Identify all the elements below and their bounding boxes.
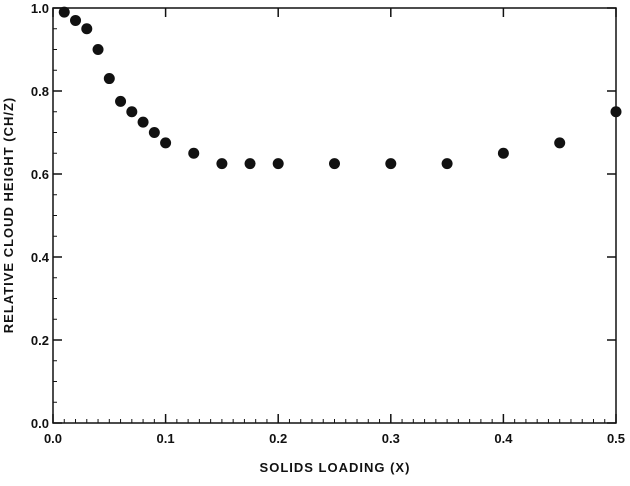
y-tick-label: 0.8 <box>31 84 49 99</box>
y-tick-label: 0.4 <box>31 250 50 265</box>
data-point <box>92 44 104 55</box>
data-point <box>329 158 340 170</box>
x-tick-label: 0.1 <box>157 431 175 446</box>
x-tick-label: 0.4 <box>494 431 513 446</box>
data-point <box>497 147 509 159</box>
x-tick-label: 0.2 <box>269 431 287 446</box>
data-point <box>115 95 127 107</box>
x-tick-label: 0.5 <box>607 431 625 446</box>
y-tick-label: 1.0 <box>31 1 49 16</box>
data-point <box>103 73 115 85</box>
data-point <box>244 158 256 170</box>
y-tick-label: 0.6 <box>31 167 49 182</box>
data-point <box>554 137 566 149</box>
data-point <box>58 6 70 18</box>
data-point <box>272 158 284 170</box>
x-axis: 0.0 0.1 0.2 0.3 0.4 0.5 <box>44 8 625 446</box>
x-tick-label: 0.3 <box>382 431 400 446</box>
data-point <box>188 147 200 159</box>
plot-frame <box>52 7 617 424</box>
x-tick-label: 0.0 <box>44 431 62 446</box>
data-points <box>58 6 622 170</box>
data-point <box>137 116 149 128</box>
y-axis: 0.0 0.2 0.4 0.6 0.8 1.0 <box>31 1 616 431</box>
data-point <box>126 106 138 118</box>
y-axis-title: RELATIVE CLOUD HEIGHT (CH/Z) <box>1 97 16 333</box>
data-point <box>610 106 622 118</box>
x-axis-title: SOLIDS LOADING (X) <box>260 460 411 475</box>
y-tick-label: 0.0 <box>31 416 49 431</box>
data-point <box>70 14 82 26</box>
data-point <box>385 158 397 170</box>
data-point <box>441 158 453 170</box>
data-point <box>81 23 93 35</box>
data-point <box>148 127 160 138</box>
y-tick-label: 0.2 <box>31 333 49 348</box>
data-point <box>216 158 228 170</box>
data-point <box>160 137 172 149</box>
